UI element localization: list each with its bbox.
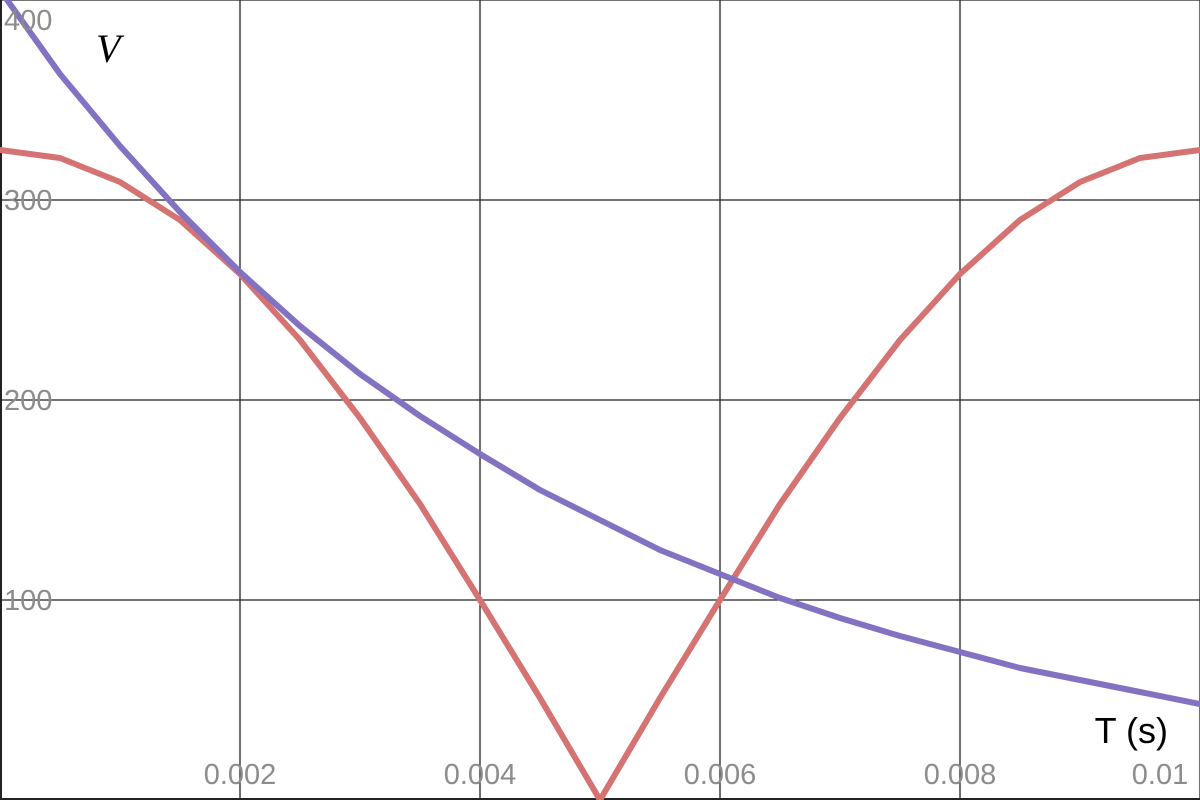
- y-tick-label: 300: [4, 185, 52, 217]
- y-tick-label: 400: [4, 5, 52, 37]
- y-tick-label: 100: [4, 585, 52, 617]
- series-line-1: [0, 147, 1200, 800]
- x-tick-label: 0.01: [1132, 759, 1188, 791]
- tick-labels: 0.002 0.004 0.006 0.008 0.01 100 200 300 400: [4, 5, 1188, 791]
- x-tick-label: 0.008: [924, 759, 997, 791]
- x-tick-label: 0.002: [204, 759, 277, 791]
- x-tick-label: 0.006: [684, 759, 757, 791]
- x-axis-title: T (s): [1095, 710, 1168, 751]
- y-tick-label: 200: [4, 385, 52, 417]
- x-tick-label: 0.004: [444, 759, 517, 791]
- series-line-2: [3, 0, 1200, 707]
- y-axis-title: V: [96, 26, 125, 71]
